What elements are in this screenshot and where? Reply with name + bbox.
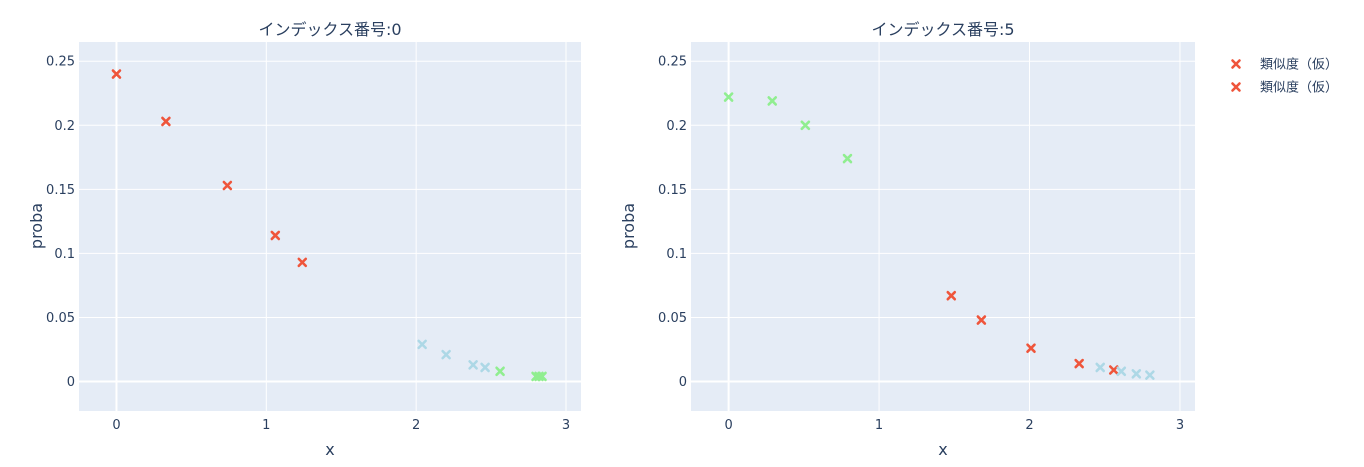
x-tick-label: 0: [724, 418, 732, 433]
data-point-x-marker[interactable]: [495, 366, 505, 377]
y-tick-label: 0.1: [54, 247, 75, 262]
plot-area-0: [79, 42, 581, 411]
x-tick-label: 3: [562, 418, 570, 433]
data-point-x-marker[interactable]: [976, 315, 987, 325]
data-point-x-marker[interactable]: [1145, 370, 1155, 380]
data-point-x-marker[interactable]: [468, 360, 478, 370]
legend: 類似度（仮） 類似度（仮）: [1231, 57, 1339, 96]
y-tick-label: 0.25: [658, 55, 687, 70]
x-tick-labels-1: 0 1 2 3: [724, 418, 1184, 433]
y-tick-label: 0.1: [666, 247, 687, 262]
data-point-x-marker[interactable]: [1131, 369, 1142, 379]
y-tick-labels-1: 0 0.05 0.1 0.15 0.2 0.25: [658, 55, 687, 390]
data-point-x-marker[interactable]: [946, 290, 957, 301]
subplot-index-0: 0 0.05 0.1 0.15 0.2 0.25 0 1 2 3 インデックス番号:0 x pr…: [27, 20, 581, 459]
x-tick-label: 3: [1176, 418, 1184, 433]
x-axis-label-1: x: [938, 440, 947, 459]
data-point-x-marker[interactable]: [767, 96, 778, 106]
x-tick-label: 1: [875, 418, 883, 433]
y-axis-label-1: proba: [619, 203, 638, 249]
data-point-x-marker[interactable]: [1074, 358, 1084, 369]
y-tick-label: 0.15: [46, 183, 75, 198]
y-tick-label: 0.15: [658, 183, 687, 198]
x-tick-label: 1: [262, 418, 270, 433]
x-tick-label: 2: [1025, 418, 1033, 433]
x-gridlines-0: [115, 42, 567, 411]
y-tick-label: 0: [679, 375, 687, 390]
data-point-x-marker[interactable]: [161, 116, 171, 127]
y-axis-label-0: proba: [27, 203, 46, 249]
y-tick-label: 0.05: [46, 311, 75, 326]
y-gridlines-1: [691, 60, 1195, 383]
data-point-x-marker[interactable]: [1116, 366, 1127, 377]
data-point-x-marker[interactable]: [723, 92, 734, 102]
legend-marker-x-icon: [1231, 59, 1241, 69]
chart-title-0: インデックス番号:0: [258, 20, 401, 39]
y-tick-label: 0.2: [666, 119, 687, 134]
data-point-x-marker[interactable]: [480, 362, 490, 373]
data-point-x-marker[interactable]: [800, 120, 811, 131]
y-tick-labels-0: 0 0.05 0.1 0.15 0.2 0.25: [46, 55, 75, 390]
data-point-x-marker[interactable]: [417, 339, 427, 350]
legend-item[interactable]: 類似度（仮）: [1231, 80, 1339, 96]
subplot-index-5: 0 0.05 0.1 0.15 0.2 0.25 0 1 2 3 インデックス番号:5 x pr…: [619, 20, 1195, 459]
data-point-x-marker[interactable]: [270, 230, 281, 241]
data-point-x-marker[interactable]: [537, 371, 547, 382]
x-axis-label-0: x: [325, 440, 334, 459]
legend-marker-x-icon: [1231, 82, 1241, 92]
legend-label: 類似度（仮）: [1260, 80, 1338, 96]
y-tick-label: 0.05: [658, 311, 687, 326]
legend-item[interactable]: 類似度（仮）: [1231, 57, 1339, 73]
y-tick-label: 0.25: [46, 55, 75, 70]
data-point-x-marker[interactable]: [222, 180, 233, 191]
data-point-x-marker[interactable]: [1026, 343, 1036, 354]
x-tick-label: 0: [112, 418, 120, 433]
chart-title-1: インデックス番号:5: [871, 20, 1014, 39]
points-1: [723, 92, 1155, 380]
data-point-x-marker[interactable]: [1108, 365, 1119, 375]
plot-area-1: [691, 42, 1195, 411]
points-0: [111, 69, 547, 382]
data-point-x-marker[interactable]: [441, 349, 451, 360]
x-tick-labels-0: 0 1 2 3: [112, 418, 570, 433]
y-tick-label: 0: [67, 375, 75, 390]
data-point-x-marker[interactable]: [111, 69, 122, 79]
x-tick-label: 2: [412, 418, 420, 433]
data-point-x-marker[interactable]: [297, 257, 308, 268]
y-tick-label: 0.2: [54, 119, 75, 134]
data-point-x-marker[interactable]: [842, 153, 853, 164]
data-point-x-marker[interactable]: [1095, 362, 1106, 373]
legend-label: 類似度（仮）: [1260, 57, 1338, 73]
